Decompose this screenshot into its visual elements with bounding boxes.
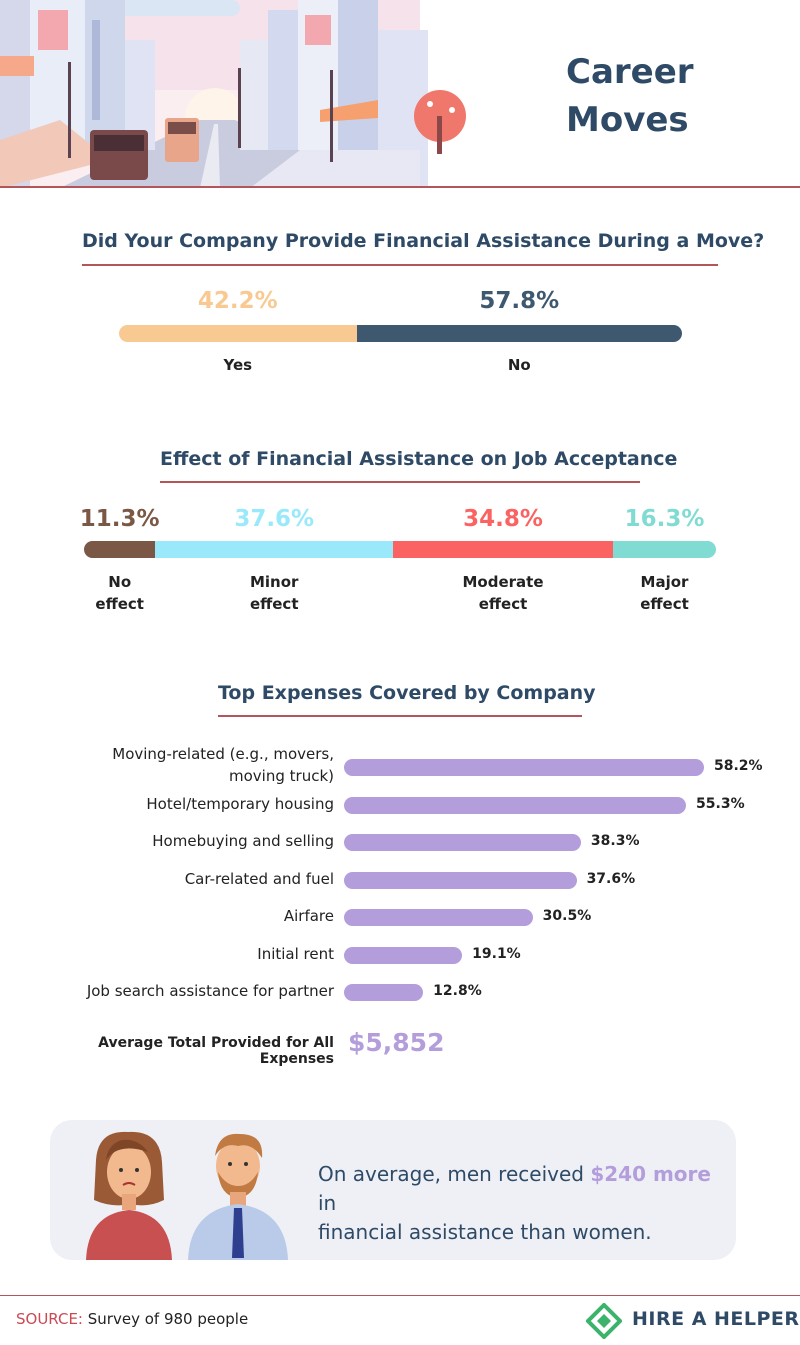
hire-a-helper-logo-text: HIRE A HELPER: [632, 1308, 800, 1330]
assistance-no-value-label: 57.8%: [479, 288, 560, 314]
acceptance-moderate-effect-segment: [393, 541, 613, 558]
expense-5-value-label: 30.5%: [542, 908, 592, 924]
section1-title: Did Your Company Provide Financial Assis…: [82, 230, 765, 252]
footer-divider: [0, 1295, 800, 1296]
assistance-no-segment: [356, 325, 682, 342]
page-title-line2: Moves: [566, 100, 689, 140]
assistance-yes-value-label: 42.2%: [197, 288, 278, 314]
expense-2-value-label: 55.3%: [696, 796, 745, 812]
source-note: SOURCE: Survey of 980 people: [16, 1310, 248, 1328]
page-title: Career Moves: [566, 48, 694, 144]
acceptance-major-effect-segment: [612, 541, 716, 558]
expense-2-bar: [344, 797, 687, 814]
callout-text-after: financial assistance than women.: [318, 1220, 652, 1244]
section2-underline: [160, 481, 640, 483]
expense-6-value-label: 19.1%: [472, 946, 521, 962]
section1-underline: [82, 264, 718, 266]
people-illustration: [78, 1130, 308, 1260]
expense-5-bar: [344, 909, 533, 926]
acceptance-minor-effect-segment: [155, 541, 394, 558]
expense-3-value-label: 38.3%: [590, 833, 640, 849]
expense-6-category-label: Initial rent: [257, 945, 334, 963]
callout-text-before: On average, men received: [318, 1162, 591, 1186]
expense-1-category-label: Moving-related (e.g., movers, moving tru…: [112, 745, 334, 785]
total-label: Average Total Provided for All Expenses: [98, 1035, 334, 1067]
acceptance-moderate-effect-category-label: Moderate effect: [462, 573, 544, 613]
expense-5-category-label: Airfare: [283, 907, 334, 925]
source-text: Survey of 980 people: [83, 1310, 249, 1328]
acceptance-major-effect-category-label: Major effect: [640, 573, 689, 613]
expense-4-bar: [344, 872, 577, 889]
page-title-line1: Career: [566, 52, 694, 92]
source-label: SOURCE:: [16, 1310, 83, 1328]
expense-6-bar: [344, 947, 463, 964]
expense-4-category-label: Car-related and fuel: [184, 870, 334, 888]
callout-highlight: $240 more: [590, 1162, 711, 1186]
acceptance-major-effect-value-label: 16.3%: [624, 506, 705, 532]
acceptance-no-effect-segment: [84, 541, 156, 558]
expense-7-category-label: Job search assistance for partner: [86, 982, 334, 1000]
assistance-yes-segment: [119, 325, 357, 342]
header-illustration: [0, 0, 800, 188]
section2-title: Effect of Financial Assistance on Job Ac…: [160, 448, 678, 470]
expense-7-bar: [344, 984, 424, 1001]
callout-text: On average, men received $240 more in fi…: [318, 1160, 718, 1247]
assistance-no-category-label: No: [507, 356, 531, 374]
expense-4-value-label: 37.6%: [586, 871, 636, 887]
total-value: $5,852: [348, 1028, 445, 1057]
expense-3-category-label: Homebuying and selling: [152, 832, 334, 850]
acceptance-no-effect-value-label: 11.3%: [79, 506, 160, 532]
section3-title: Top Expenses Covered by Company: [218, 682, 596, 704]
hire-a-helper-logo-icon: [585, 1302, 623, 1340]
acceptance-minor-effect-category-label: Minor effect: [249, 573, 299, 613]
expense-1-value-label: 58.2%: [714, 758, 763, 774]
acceptance-moderate-effect-value-label: 34.8%: [463, 506, 543, 532]
callout-text-middle: in: [318, 1191, 337, 1215]
expense-2-category-label: Hotel/temporary housing: [146, 795, 334, 813]
expense-7-value-label: 12.8%: [433, 983, 482, 999]
acceptance-no-effect-category-label: No effect: [95, 573, 144, 613]
expense-1-bar: [344, 759, 704, 776]
expense-3-bar: [344, 834, 581, 851]
acceptance-minor-effect-value-label: 37.6%: [234, 506, 315, 532]
assistance-yes-category-label: Yes: [223, 356, 253, 374]
header-divider: [0, 186, 800, 188]
section3-underline: [218, 715, 582, 717]
